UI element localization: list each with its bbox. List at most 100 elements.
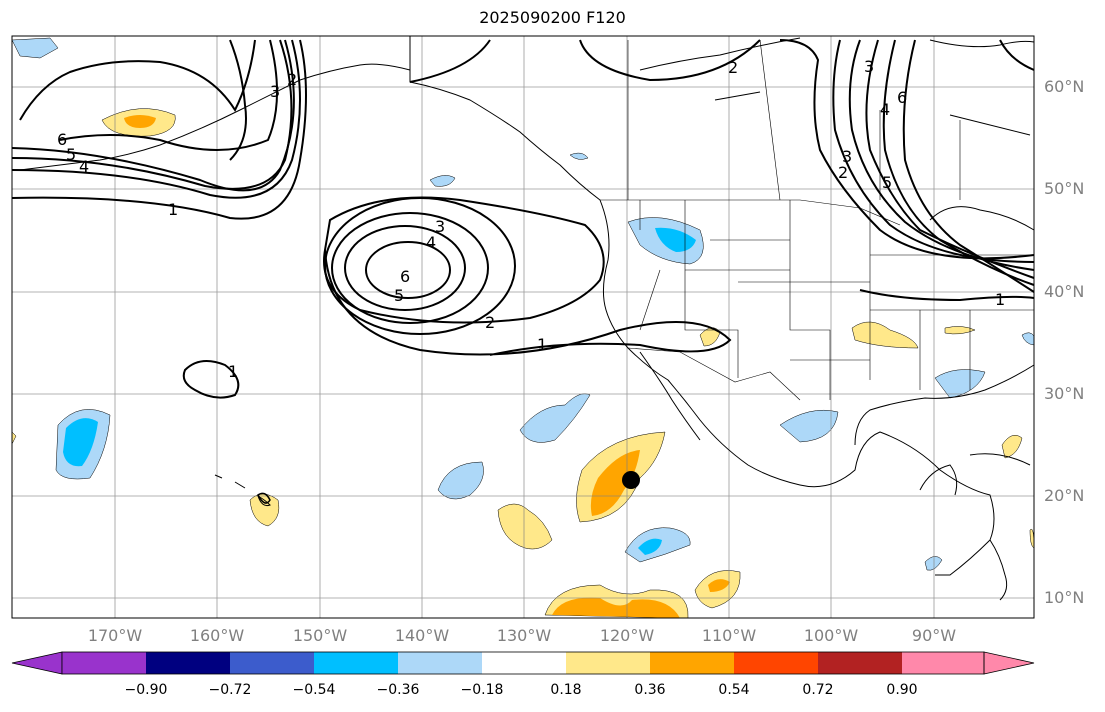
negative-anomaly-region xyxy=(519,393,591,443)
anomaly-fills xyxy=(11,37,1035,619)
colorbar-tick-label: 0.54 xyxy=(718,682,750,698)
contour-label: 3 xyxy=(435,217,445,236)
lon-label: 140°W xyxy=(394,626,450,645)
positive-anomaly-region xyxy=(851,321,919,349)
coastlines xyxy=(19,36,1035,601)
hawaii-islands xyxy=(214,474,271,507)
contour-line xyxy=(865,39,1035,279)
contour-line xyxy=(365,241,451,299)
contour-labels: 6 5 4 1 3 2 6 5 4 3 2 1 1 2 3 6 4 5 1 2 … xyxy=(57,57,1005,381)
contour-label: 2 xyxy=(838,163,848,182)
contour-line xyxy=(331,212,489,324)
north-america-coast xyxy=(409,36,995,576)
contour-line xyxy=(19,39,256,121)
lat-label: 40°N xyxy=(1044,282,1085,301)
lat-label: 60°N xyxy=(1044,77,1085,96)
contour-label: 1 xyxy=(537,335,547,354)
colorbar-extend-low xyxy=(11,651,63,675)
lat-label: 30°N xyxy=(1044,384,1085,403)
contour-label: 5 xyxy=(394,286,404,305)
hudson-bay-coast xyxy=(929,206,1035,231)
colorbar xyxy=(11,651,1035,675)
arctic-coast xyxy=(949,114,1031,136)
negative-anomaly-region xyxy=(924,556,943,571)
positive-anomaly-region xyxy=(497,503,553,550)
arctic-coast xyxy=(929,39,1035,48)
colorbar-tick-label: −0.72 xyxy=(208,682,252,698)
lat-label: 50°N xyxy=(1044,179,1085,198)
location-marker xyxy=(622,471,640,489)
contour-label: 1 xyxy=(228,362,238,381)
negative-anomaly-region xyxy=(779,409,839,443)
contour-line xyxy=(579,39,761,82)
us-mexico-border xyxy=(627,347,801,401)
positive-anomaly-region xyxy=(11,431,17,445)
negative-anomaly-core xyxy=(63,418,98,467)
map-title: 2025090200 F120 xyxy=(479,8,626,27)
political-borders xyxy=(600,39,1034,401)
contour-line xyxy=(257,492,271,504)
contour-label: 2 xyxy=(485,313,495,332)
positive-anomaly-core xyxy=(708,579,730,592)
baja-california-coast xyxy=(639,351,701,441)
lon-label: 150°W xyxy=(292,626,348,645)
positive-anomaly-region xyxy=(1001,434,1023,459)
lon-label: 90°W xyxy=(911,626,957,645)
lon-label: 170°W xyxy=(87,626,143,645)
graticule xyxy=(12,36,1034,618)
contour-label: 3 xyxy=(842,147,852,166)
contour-line xyxy=(324,249,732,356)
colorbar-bin xyxy=(482,652,566,674)
colorbar-bin xyxy=(230,652,314,674)
contour-line xyxy=(882,39,1035,286)
contour-lines xyxy=(11,39,1035,504)
contour-line xyxy=(832,39,1035,263)
positive-anomaly-core xyxy=(590,450,640,516)
lon-label: 130°W xyxy=(496,626,552,645)
colorbar-tick-label: −0.54 xyxy=(292,682,336,698)
positive-anomaly-region xyxy=(1029,528,1035,549)
colorbar-bin xyxy=(146,652,230,674)
colorbar-bin xyxy=(566,652,650,674)
lon-label: 120°W xyxy=(599,626,655,645)
contour-label: 2 xyxy=(287,70,297,89)
lon-label: 100°W xyxy=(803,626,859,645)
colorbar-outline xyxy=(61,651,985,675)
cuba-coast xyxy=(969,453,1031,466)
contour-line xyxy=(182,360,240,399)
contour-line xyxy=(11,39,293,190)
colorbar-bin xyxy=(818,652,902,674)
map-frame xyxy=(11,35,1035,619)
positive-anomaly-region xyxy=(249,493,280,527)
negative-anomaly-region xyxy=(934,369,986,399)
colorbar-bin xyxy=(398,652,482,674)
contour-label: 2 xyxy=(728,58,738,77)
contour-label: 5 xyxy=(882,173,892,192)
contour-label: 3 xyxy=(864,57,874,76)
negative-anomaly-core xyxy=(655,227,696,252)
contour-label: 5 xyxy=(66,145,76,164)
contour-line xyxy=(409,39,491,83)
colorbar-tick-label: 0.72 xyxy=(802,682,834,698)
lat-label: 20°N xyxy=(1044,486,1085,505)
colorbar-bin xyxy=(314,652,398,674)
arctic-coast xyxy=(639,37,801,71)
contour-line xyxy=(848,39,1035,271)
contour-label: 1 xyxy=(995,290,1005,309)
positive-anomaly-region xyxy=(944,326,976,335)
contour-label: 4 xyxy=(426,233,436,252)
arctic-coast xyxy=(714,91,761,101)
colorbar-extend-high xyxy=(983,651,1035,675)
contour-line xyxy=(323,196,605,324)
contour-label: 6 xyxy=(400,267,410,286)
yucatan-coast xyxy=(919,464,958,496)
positive-anomaly-core xyxy=(552,597,680,618)
contour-label: 3 xyxy=(270,82,280,101)
colorbar-tick-label: −0.18 xyxy=(460,682,504,698)
contour-line xyxy=(779,39,1035,260)
gulf-coast xyxy=(854,364,1035,446)
negative-anomaly-region xyxy=(11,37,59,59)
us-canada-border xyxy=(600,199,901,226)
colorbar-tick-label: −0.36 xyxy=(376,682,420,698)
